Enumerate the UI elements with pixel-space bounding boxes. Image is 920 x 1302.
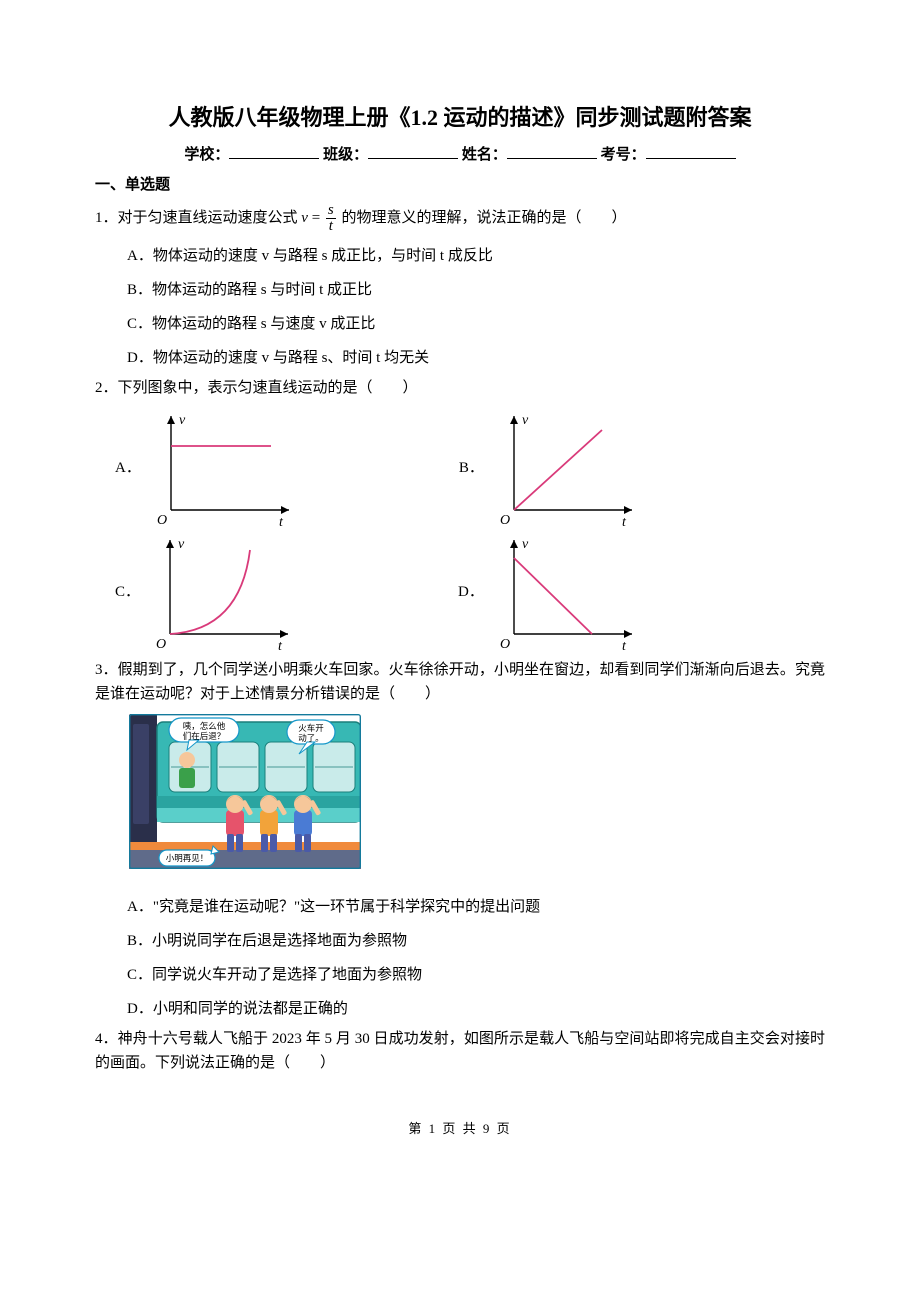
q1-options: A．物体运动的速度 v 与路程 s 成正比，与时间 t 成反比 B．物体运动的路… [127, 244, 825, 370]
blank-school[interactable] [229, 143, 319, 159]
svg-text:咦，怎么他: 咦，怎么他 [183, 721, 226, 731]
q2-cell-d[interactable]: D． v t O [458, 532, 642, 652]
q1-opt-b[interactable]: B．物体运动的路程 s 与时间 t 成正比 [127, 278, 825, 302]
q1-pre: 对于匀速直线运动速度公式 [118, 210, 302, 226]
svg-text:火车开: 火车开 [298, 723, 324, 733]
q1-post: 的物理意义的理解，说法正确的是（ ） [338, 210, 627, 226]
q1-frac-num: s [326, 203, 336, 218]
blank-class[interactable] [368, 143, 458, 159]
q2-label-c: C． [115, 580, 140, 604]
q3-opt-c[interactable]: C．同学说火车开动了是选择了地面为参照物 [127, 963, 825, 987]
chart-a: v t O [149, 408, 299, 528]
q1-eq: = [308, 210, 324, 226]
svg-text:O: O [500, 513, 510, 528]
svg-text:t: t [622, 515, 627, 528]
section-mcq: 一、单选题 [95, 173, 825, 197]
q1-frac-den: t [326, 218, 336, 234]
chart-d: v t O [492, 532, 642, 652]
doc-title: 人教版八年级物理上册《1.2 运动的描述》同步测试题附答案 [95, 100, 825, 135]
q2-label-d: D． [458, 580, 484, 604]
page-footer: 第 1 页 共 9 页 [95, 1119, 825, 1140]
q1-opt-c[interactable]: C．物体运动的路程 s 与速度 v 成正比 [127, 312, 825, 336]
svg-text:们在后退？: 们在后退？ [183, 731, 226, 741]
q3-opt-b[interactable]: B．小明说同学在后退是选择地面为参照物 [127, 929, 825, 953]
label-school: 学校： [184, 147, 229, 163]
chart-c: v t O [148, 532, 298, 652]
q2-cell-c[interactable]: C． v t O [115, 532, 298, 652]
svg-text:O: O [157, 513, 167, 528]
q3-options: A．"究竟是谁在运动呢？"这一环节属于科学探究中的提出问题 B．小明说同学在后退… [127, 895, 825, 1021]
svg-text:动了。: 动了。 [298, 733, 324, 743]
q1-v: v [301, 210, 308, 226]
q1-opt-a[interactable]: A．物体运动的速度 v 与路程 s 成正比，与时间 t 成反比 [127, 244, 825, 268]
label-examno: 考号： [601, 147, 646, 163]
q2-row1: A． v t O B． v t O [115, 408, 825, 528]
label-class: 班级： [323, 147, 368, 163]
svg-text:t: t [622, 639, 627, 652]
q2-label-b: B． [459, 456, 484, 480]
svg-text:v: v [522, 413, 529, 428]
question-2: 2．下列图象中，表示匀速直线运动的是（ ） [95, 376, 825, 400]
svg-text:t: t [278, 639, 283, 652]
blank-examno[interactable] [646, 143, 736, 159]
q1-fraction: st [326, 203, 336, 234]
svg-text:v: v [179, 413, 186, 428]
question-4: 4．神舟十六号载人飞船于 2023 年 5 月 30 日成功发射，如图所示是载人… [95, 1027, 825, 1075]
q2-label-a: A． [115, 456, 141, 480]
svg-text:v: v [522, 537, 529, 552]
svg-text:O: O [500, 637, 510, 652]
question-1: 1．对于匀速直线运动速度公式 v = st 的物理意义的理解，说法正确的是（ ） [95, 203, 825, 234]
svg-text:t: t [279, 515, 284, 528]
q1-opt-d[interactable]: D．物体运动的速度 v 与路程 s、时间 t 均无关 [127, 346, 825, 370]
svg-text:小明再见！: 小明再见！ [166, 853, 209, 863]
blank-name[interactable] [507, 143, 597, 159]
student-info: 学校： 班级： 姓名： 考号： [95, 143, 825, 167]
q2-row2: C． v t O D． v t O [115, 532, 825, 652]
chart-b: v t O [492, 408, 642, 528]
q3-opt-d[interactable]: D．小明和同学的说法都是正确的 [127, 997, 825, 1021]
label-name: 姓名： [462, 147, 507, 163]
q3-illustration: 咦，怎么他们在后退？ 火车开动了。小明再见！ [129, 714, 361, 869]
question-3: 3．假期到了，几个同学送小明乘火车回家。火车徐徐开动，小明坐在窗边，却看到同学们… [95, 658, 825, 706]
svg-text:v: v [178, 537, 185, 552]
svg-text:O: O [156, 637, 166, 652]
q3-opt-a[interactable]: A．"究竟是谁在运动呢？"这一环节属于科学探究中的提出问题 [127, 895, 825, 919]
q1-num: 1． [95, 210, 118, 226]
q2-cell-a[interactable]: A． v t O [115, 408, 299, 528]
q2-cell-b[interactable]: B． v t O [459, 408, 642, 528]
